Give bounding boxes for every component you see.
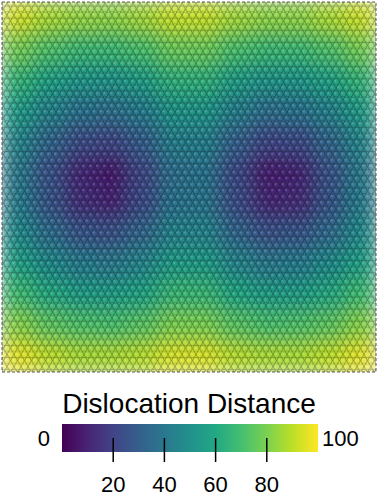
colorbar-tick-label: 0: [38, 426, 50, 451]
colorbar-tick-label: 40: [152, 472, 176, 497]
colorbar-tick-label: 60: [203, 472, 227, 497]
colorbar-tick: [266, 438, 268, 462]
colorbar-title: Dislocation Distance: [62, 388, 316, 419]
colorbar-tick: [164, 438, 166, 462]
cell-frame: [2, 2, 376, 372]
colorbar-tick-label: 100: [322, 426, 359, 451]
plot-area: [2, 2, 376, 372]
colorbar-tick-label: 20: [101, 472, 125, 497]
colorbar-tick: [318, 424, 319, 452]
colorbar-tick: [215, 438, 217, 462]
figure: Dislocation Distance 0 20 40 60 80 100: [0, 0, 378, 500]
colorbar-tick-label: 80: [255, 472, 279, 497]
atom-lattice: [2, 2, 376, 372]
colorbar: [62, 424, 318, 452]
colorbar-tick: [112, 438, 114, 462]
colorbar-tick: [62, 424, 63, 452]
cells: [2, 2, 376, 372]
